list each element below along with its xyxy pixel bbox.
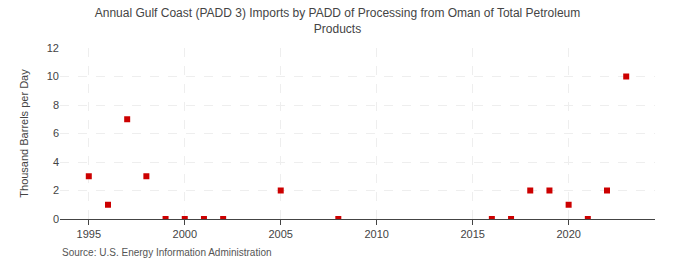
svg-text:1995: 1995 [77, 228, 101, 240]
svg-text:2000: 2000 [173, 228, 197, 240]
svg-text:10: 10 [47, 70, 59, 82]
svg-text:2005: 2005 [268, 228, 292, 240]
svg-text:8: 8 [53, 99, 59, 111]
svg-text:Thousand Barrels per Day: Thousand Barrels per Day [18, 69, 30, 198]
svg-text:Annual Gulf Coast (PADD 3) Imp: Annual Gulf Coast (PADD 3) Imports by PA… [95, 6, 581, 36]
svg-text:2015: 2015 [460, 228, 484, 240]
svg-text:Source: U.S. Energy Informatio: Source: U.S. Energy Information Administ… [62, 247, 272, 258]
svg-text:2: 2 [53, 184, 59, 196]
svg-text:4: 4 [53, 156, 59, 168]
svg-text:2020: 2020 [556, 228, 580, 240]
svg-text:12: 12 [47, 42, 59, 54]
svg-text:2010: 2010 [364, 228, 388, 240]
svg-text:0: 0 [53, 213, 59, 225]
svg-text:6: 6 [53, 127, 59, 139]
